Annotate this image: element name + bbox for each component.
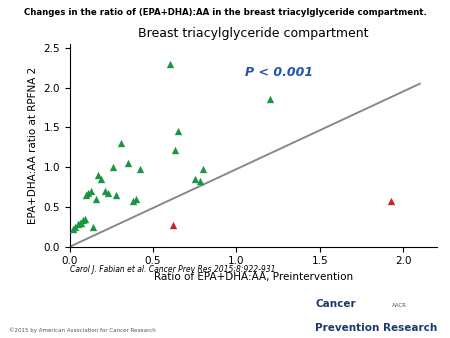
Point [98,176,105,182]
Text: Changes in the ratio of (EPA+DHA):AA in the breast triacylglyceride compartment.: Changes in the ratio of (EPA+DHA):AA in … [23,8,427,18]
X-axis label: Ratio of EPA+DHA:AA, Preintervention: Ratio of EPA+DHA:AA, Preintervention [153,272,353,282]
Point [171,147,178,152]
Point [80,218,87,223]
Point [199,166,207,171]
Point [266,96,274,101]
Point [69,226,76,232]
Title: Breast triacylglyceride compartment: Breast triacylglyceride compartment [138,27,369,40]
Point [90,224,97,230]
Point [175,129,182,134]
Point [88,188,95,194]
Point [170,222,177,228]
Text: ©2015 by American Association for Cancer Research: ©2015 by American Association for Cancer… [9,327,156,333]
Text: Cancer: Cancer [315,299,356,309]
Point [83,192,90,198]
Point [71,224,78,230]
Point [113,192,120,198]
Point [191,176,198,182]
Text: AACR: AACR [392,303,406,308]
Point [104,190,112,195]
Y-axis label: EPA+DHA:AA ratio at RPFNA 2: EPA+DHA:AA ratio at RPFNA 2 [28,67,38,224]
Point [76,220,83,225]
Point [75,222,82,227]
Point [388,198,395,203]
Point [130,198,137,203]
Point [81,216,88,222]
Point [93,196,100,202]
Text: Prevention Research: Prevention Research [315,323,437,333]
Point [94,172,102,178]
Point [125,161,132,166]
Text: P < 0.001: P < 0.001 [245,66,313,79]
Point [166,61,173,67]
Point [78,220,85,225]
Point [118,141,125,146]
Point [133,196,140,202]
Point [196,178,203,184]
Point [136,166,144,171]
Text: Carol J. Fabian et al. Cancer Prev Res 2015;8:922-931: Carol J. Fabian et al. Cancer Prev Res 2… [70,265,275,274]
Point [101,188,108,194]
Point [85,190,92,195]
Point [109,165,117,170]
